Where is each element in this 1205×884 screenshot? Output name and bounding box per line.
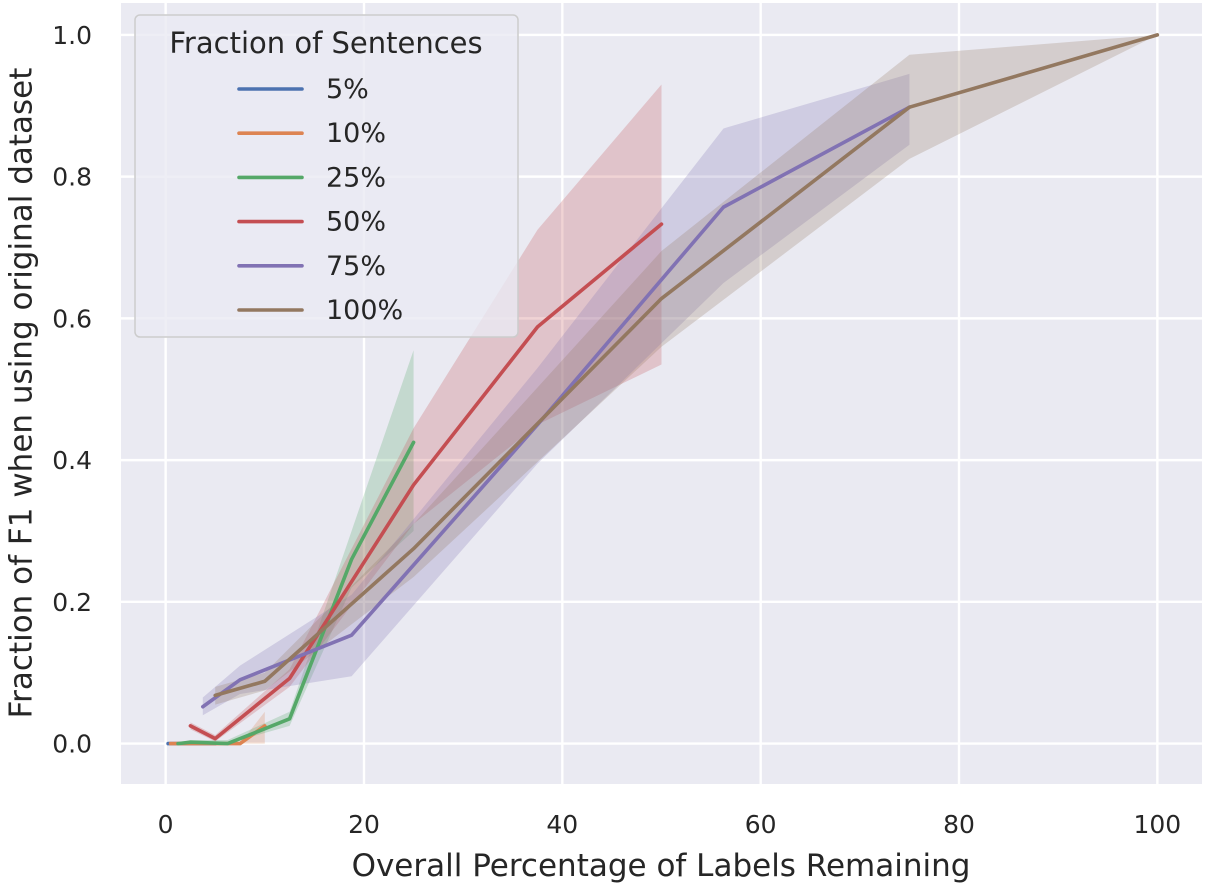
series-line-25pct: [176, 440, 416, 746]
x-tick-labels: 0 20 40 60 80 100: [158, 810, 1182, 839]
y-tick-labels: 0.0 0.2 0.4 0.6 0.8 1.0: [52, 21, 92, 759]
x-tick-label: 0: [158, 810, 174, 839]
legend-label: 5%: [326, 74, 369, 105]
band-50pct: [190, 84, 662, 742]
band-75pct: [202, 73, 910, 716]
series-line-75pct: [201, 105, 912, 709]
legend-item-50pct: 50%: [237, 207, 386, 238]
y-tick-label: 0.8: [52, 163, 92, 192]
y-axis-label: Fraction of F1 when using original datas…: [4, 68, 40, 719]
x-tick-label: 100: [1134, 810, 1182, 839]
band-25pct: [178, 350, 414, 744]
legend-item-5pct: 5%: [237, 74, 369, 105]
series-line-50pct: [188, 222, 664, 741]
legend-title: Fraction of Sentences: [169, 26, 482, 60]
legend: Fraction of Sentences 5% 10% 25% 50% 75% 100%: [134, 14, 519, 338]
legend-item-25pct: 25%: [237, 162, 386, 193]
band-100pct: [215, 34, 1158, 705]
y-tick-label: 0.4: [52, 446, 92, 475]
x-tick-label: 60: [745, 810, 777, 839]
x-axis-label: Overall Percentage of Labels Remaining: [352, 848, 971, 884]
y-tick-label: 0.0: [52, 730, 92, 759]
legend-label: 50%: [326, 207, 386, 238]
confidence-bands: [170, 34, 1158, 744]
y-tick-label: 0.2: [52, 588, 92, 617]
y-tick-label: 0.6: [52, 304, 92, 333]
legend-items: 5% 10% 25% 50% 75% 100%: [237, 74, 403, 326]
legend-item-100pct: 100%: [237, 295, 403, 326]
x-tick-label: 80: [943, 810, 975, 839]
series-line-100pct: [213, 33, 1160, 698]
x-tick-label: 20: [348, 810, 380, 839]
legend-label: 25%: [326, 162, 386, 193]
legend-label: 100%: [326, 295, 403, 326]
series-lines: [166, 33, 1160, 746]
legend-label: 75%: [326, 251, 386, 282]
x-tick-label: 40: [546, 810, 578, 839]
band-10pct: [170, 711, 265, 744]
legend-box: [134, 14, 519, 338]
legend-item-75pct: 75%: [237, 251, 386, 282]
legend-item-10pct: 10%: [237, 118, 386, 149]
y-tick-label: 1.0: [52, 21, 92, 50]
legend-label: 10%: [326, 118, 386, 149]
